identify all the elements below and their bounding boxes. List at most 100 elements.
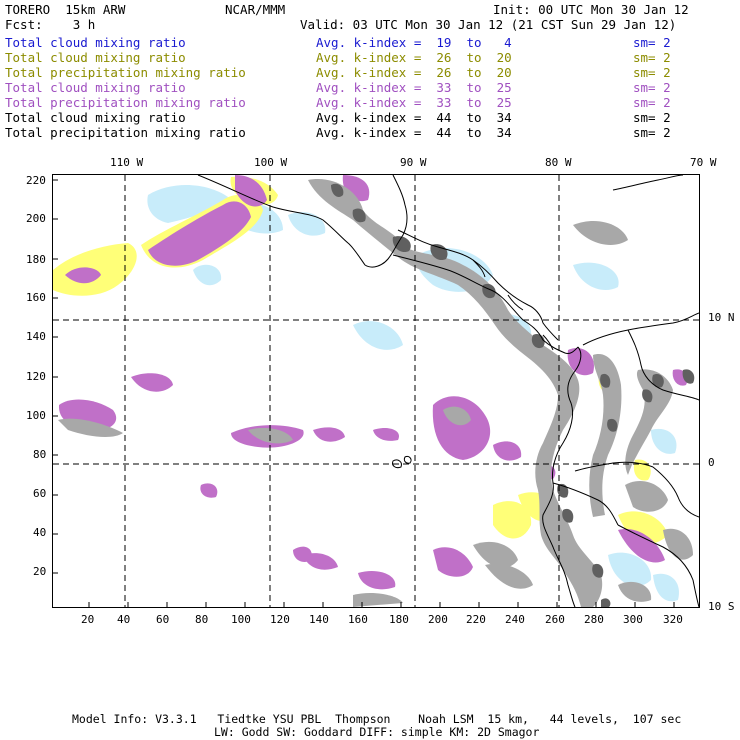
model-info-line2: LW: Godd SW: Goddard DIFF: simple KM: 2D… bbox=[214, 725, 540, 739]
cloud-area bbox=[485, 563, 533, 589]
x-tick: 20 bbox=[81, 613, 95, 626]
cloud-area bbox=[313, 427, 345, 442]
y-tick: 220 bbox=[26, 174, 46, 187]
border-colombia-venezuela bbox=[627, 329, 699, 401]
valid-time: Valid: 03 UTC Mon 30 Jan 12 (21 CST Sun … bbox=[300, 17, 677, 32]
cloud-area bbox=[567, 347, 594, 376]
y-tick: 100 bbox=[26, 409, 46, 422]
cloud-area bbox=[493, 501, 532, 539]
precip-dark-layer bbox=[331, 183, 695, 607]
cloud-area bbox=[353, 592, 403, 607]
y-tick: 60 bbox=[33, 487, 47, 500]
legend-smoothing: sm= 2 bbox=[633, 35, 671, 50]
legend-field: Total precipitation mixing ratio bbox=[5, 95, 246, 110]
legend-smoothing: sm= 2 bbox=[633, 95, 671, 110]
org-label: NCAR/MMM bbox=[225, 2, 286, 17]
x-tick: 320 bbox=[663, 613, 683, 626]
cloud-area bbox=[493, 441, 522, 461]
lon-label-70w: 70 W bbox=[690, 156, 717, 169]
lon-label-110w: 110 W bbox=[110, 156, 144, 169]
cloud-area bbox=[147, 185, 228, 223]
border-ecuador-peru bbox=[552, 482, 619, 526]
cloud-area bbox=[651, 428, 677, 454]
coastline-caribbean bbox=[397, 229, 559, 341]
lon-label-90w: 90 W bbox=[400, 156, 427, 169]
legend-kindex: Avg. k-index = 26 to 20 bbox=[316, 65, 512, 80]
cloud-area bbox=[608, 552, 652, 587]
y-tick: 20 bbox=[33, 565, 47, 578]
precip-core bbox=[642, 389, 653, 403]
x-tick: 300 bbox=[623, 613, 643, 626]
model-title: TORERO 15km ARW bbox=[5, 2, 126, 17]
cloud-light-blue-layer bbox=[147, 185, 679, 602]
lon-label-80w: 80 W bbox=[545, 156, 572, 169]
cloud-area bbox=[358, 570, 396, 590]
forecast-map bbox=[52, 174, 700, 608]
cloud-area bbox=[663, 528, 693, 560]
legend-kindex: Avg. k-index = 26 to 20 bbox=[316, 50, 512, 65]
x-tick: 180 bbox=[389, 613, 409, 626]
legend-smoothing: sm= 2 bbox=[633, 50, 671, 65]
coastline-mexico bbox=[197, 175, 408, 268]
lat-label-10n: 10 N bbox=[708, 311, 735, 324]
border-central-america-3 bbox=[542, 334, 554, 351]
y-tick: 160 bbox=[26, 291, 46, 304]
border-central-america-2 bbox=[507, 294, 524, 311]
x-tick: 80 bbox=[195, 613, 209, 626]
precip-core bbox=[562, 508, 574, 523]
cloud-area bbox=[653, 573, 679, 602]
lat-label-0: 0 bbox=[708, 456, 715, 469]
border-peru-brazil bbox=[652, 466, 699, 518]
x-tick: 260 bbox=[545, 613, 565, 626]
cloud-area bbox=[131, 373, 173, 392]
legend-kindex: Avg. k-index = 44 to 34 bbox=[316, 125, 512, 140]
precip-core bbox=[331, 183, 344, 197]
init-time: Init: 00 UTC Mon 30 Jan 12 bbox=[493, 2, 689, 17]
x-tick: 240 bbox=[505, 613, 525, 626]
y-tick: 120 bbox=[26, 370, 46, 383]
cloud-area bbox=[443, 406, 471, 426]
lon-label-100w: 100 W bbox=[254, 156, 288, 169]
cloud-area bbox=[65, 267, 101, 284]
cloud-area bbox=[58, 418, 123, 437]
cloud-area bbox=[193, 264, 222, 286]
precip-core bbox=[682, 369, 695, 384]
legend-smoothing: sm= 2 bbox=[633, 65, 671, 80]
y-tick: 80 bbox=[33, 448, 47, 461]
legend-field: Total cloud mixing ratio bbox=[5, 110, 186, 125]
cloud-area bbox=[353, 321, 403, 350]
model-info-line1: Model Info: V3.3.1 Tiedtke YSU PBL Thomp… bbox=[72, 712, 682, 726]
island-galapagos bbox=[392, 456, 412, 469]
cloud-area bbox=[288, 212, 326, 236]
cloud-area bbox=[618, 511, 668, 544]
forecast-hour: Fcst: 3 h bbox=[5, 17, 96, 32]
y-tick: 40 bbox=[33, 526, 47, 539]
x-tick: 220 bbox=[466, 613, 486, 626]
cloud-area bbox=[433, 547, 473, 577]
cloud-area bbox=[625, 369, 673, 475]
cloud-area bbox=[618, 581, 652, 602]
legend-kindex: Avg. k-index = 33 to 25 bbox=[316, 80, 512, 95]
legend-field: Total cloud mixing ratio bbox=[5, 35, 186, 50]
cloud-area bbox=[308, 179, 603, 607]
precip-core bbox=[392, 236, 411, 253]
legend-field: Total precipitation mixing ratio bbox=[5, 65, 246, 80]
legend-smoothing: sm= 2 bbox=[633, 125, 671, 140]
y-tick: 140 bbox=[26, 330, 46, 343]
precip-core bbox=[352, 208, 366, 223]
x-tick: 100 bbox=[231, 613, 251, 626]
cloud-area bbox=[53, 243, 137, 296]
lat-label-10s: 10 S bbox=[708, 600, 735, 613]
x-tick: 160 bbox=[348, 613, 368, 626]
cloud-area bbox=[148, 201, 251, 266]
legend-kindex: Avg. k-index = 19 to 4 bbox=[316, 35, 512, 50]
legend-kindex: Avg. k-index = 33 to 25 bbox=[316, 95, 512, 110]
frame-ticks bbox=[53, 179, 675, 607]
cloud-area bbox=[625, 480, 668, 512]
cloud-area bbox=[618, 529, 665, 563]
cloud-area bbox=[235, 175, 267, 207]
legend-kindex: Avg. k-index = 44 to 34 bbox=[316, 110, 512, 125]
x-tick: 60 bbox=[156, 613, 170, 626]
x-tick: 200 bbox=[428, 613, 448, 626]
cloud-area bbox=[573, 220, 628, 245]
